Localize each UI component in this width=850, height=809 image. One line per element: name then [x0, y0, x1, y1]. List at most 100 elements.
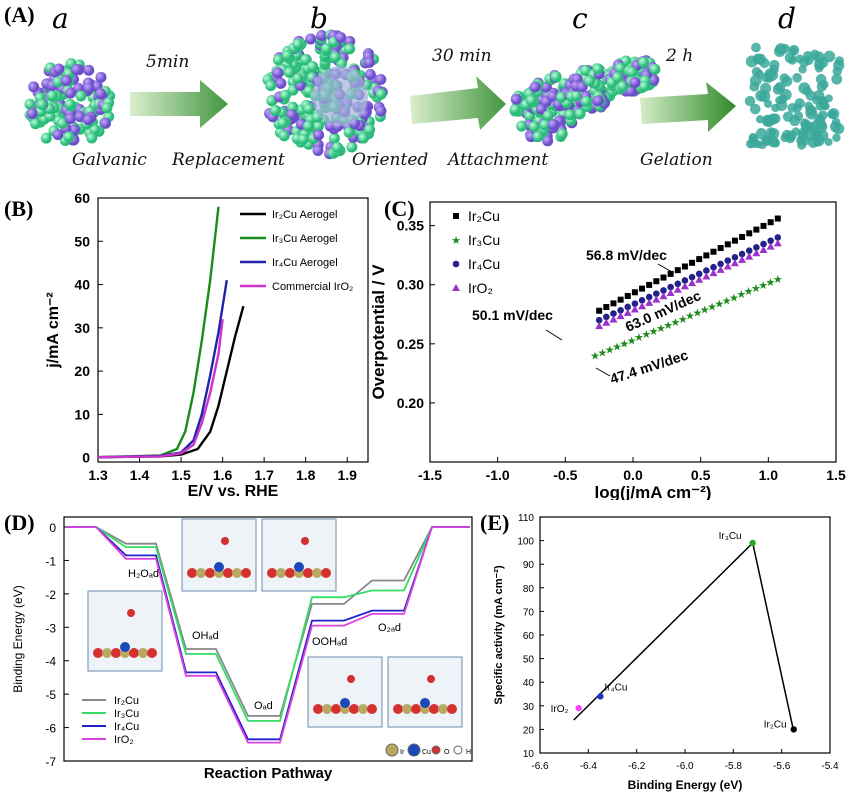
stage-a-label: a — [52, 2, 69, 35]
atom — [312, 144, 324, 156]
data-point: ★ — [685, 311, 695, 323]
adsorbate-o — [221, 537, 229, 545]
atom — [429, 704, 439, 714]
data-point — [695, 275, 704, 283]
data-point — [689, 259, 696, 266]
network-node — [761, 114, 774, 127]
data-point: ★ — [736, 289, 746, 301]
x-tick-label: -5.8 — [725, 761, 743, 772]
data-point — [653, 278, 660, 285]
data-point — [767, 237, 774, 245]
atom-legend-icon — [453, 745, 463, 755]
atom — [312, 120, 324, 132]
network-node — [798, 82, 811, 95]
atom — [367, 704, 377, 714]
data-point — [746, 230, 753, 237]
atom — [292, 72, 304, 84]
panel-e-chart: 10 20 30 40 50 60 70 80 90 100 110 -6.6 -6.4 -6.2 -6.0… — [493, 513, 839, 792]
legend-label-2: Ir₄Cu Aerogel — [272, 257, 338, 269]
data-point — [760, 222, 767, 229]
atom — [281, 49, 293, 61]
panel-b-chart: 0 10 20 30 40 50 60 1.3 1.4 1.5 1.6 1.7 1.8 1.9 E/V vs… — [45, 190, 369, 500]
time-5min: 5min — [146, 52, 190, 72]
network-node — [760, 82, 772, 94]
data-point — [617, 296, 624, 303]
atom — [269, 104, 281, 116]
data-point — [767, 219, 774, 226]
atom — [196, 568, 206, 578]
data-point — [731, 254, 739, 261]
network-node — [750, 103, 761, 115]
data-point — [631, 300, 639, 307]
x-tick-label: 0.5 — [691, 467, 711, 483]
data-point: ★ — [597, 348, 607, 360]
data-point — [624, 303, 632, 311]
point-label-1: Ir₄Cu — [604, 682, 627, 693]
network-node — [793, 103, 802, 113]
step-gelation: Gelation — [640, 150, 713, 170]
atom — [82, 114, 94, 126]
network-node — [824, 138, 833, 147]
nanoparticle-chain-c — [509, 55, 661, 147]
data-point — [452, 260, 460, 268]
data-point — [759, 245, 768, 253]
atom — [375, 88, 387, 100]
y-tick-label: 60 — [523, 631, 535, 642]
time-30min: 30 min — [432, 46, 492, 66]
data-point — [610, 310, 617, 317]
atom — [313, 129, 325, 141]
atom — [525, 94, 537, 106]
atom — [447, 704, 457, 714]
data-point — [603, 313, 610, 321]
data-point — [639, 285, 646, 292]
panel-d-chart: 0 -1 -2 -3 -4 -5 -6 -7 Binding Energy (eV) Reacti… — [11, 516, 473, 782]
atom — [52, 76, 64, 88]
x-tick-label: 1.5 — [171, 467, 191, 483]
x-tick-label: 0.0 — [623, 467, 643, 483]
atom — [52, 129, 64, 141]
hollow-core — [312, 66, 368, 126]
data-point — [703, 252, 710, 259]
atom — [102, 648, 112, 658]
y-axis-label: j/mA cm⁻² — [45, 292, 62, 368]
atom — [532, 131, 544, 143]
network-node — [780, 133, 790, 143]
data-point — [666, 289, 675, 296]
data-point: ★ — [663, 320, 673, 332]
data-point: ★ — [649, 326, 659, 338]
state-label: Oₐd — [254, 700, 273, 712]
atom — [40, 132, 52, 144]
x-tick-label: -5.4 — [821, 761, 839, 772]
data-point — [723, 262, 732, 270]
atom — [363, 56, 375, 68]
x-axis-label: log(j/mA cm⁻²) — [595, 483, 712, 500]
atom — [556, 128, 568, 140]
atom — [584, 75, 596, 87]
atom — [343, 126, 355, 138]
atom — [272, 54, 284, 66]
x-tick-label: -6.2 — [628, 761, 646, 772]
atom — [629, 77, 641, 89]
data-point — [660, 274, 667, 281]
data-point: ★ — [722, 295, 732, 307]
atom — [64, 113, 76, 125]
data-point: ★ — [605, 344, 615, 356]
atom — [547, 119, 559, 131]
data-point — [710, 248, 717, 255]
network-node — [814, 63, 824, 73]
data-point — [645, 293, 653, 301]
atom — [364, 68, 376, 80]
atom — [375, 74, 387, 86]
arrow-2-icon — [410, 76, 506, 130]
atom — [187, 568, 197, 578]
atom — [540, 81, 552, 93]
adsorbate-o — [347, 675, 355, 683]
data-point — [703, 267, 710, 274]
data-point: ★ — [612, 341, 622, 353]
network-node — [831, 73, 843, 85]
structure-inset-0 — [181, 518, 257, 592]
atom — [101, 102, 113, 114]
data-point — [595, 322, 604, 330]
plot-frame — [539, 516, 831, 754]
data-point — [452, 284, 460, 291]
